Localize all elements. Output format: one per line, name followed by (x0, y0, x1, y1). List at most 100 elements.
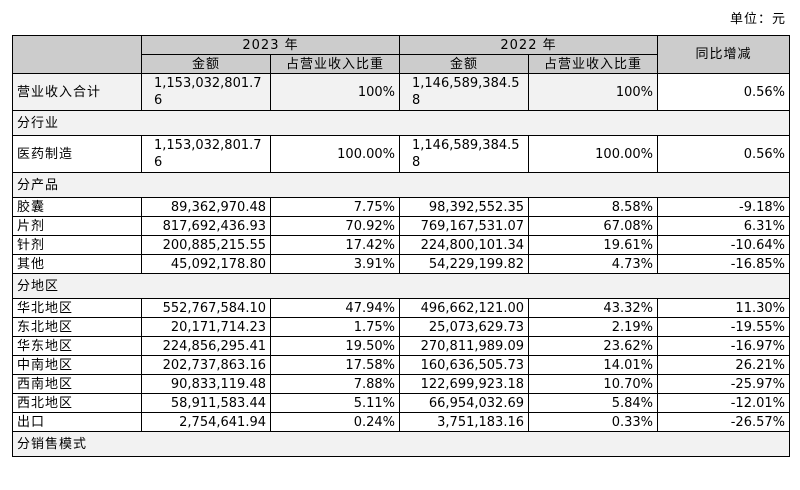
unit-label: 单位：元 (729, 12, 786, 27)
total-yoy: 0.56% (657, 73, 790, 111)
share-2023: 17.58% (270, 355, 400, 375)
total-share-2023: 100% (270, 73, 400, 111)
header-amount-2022: 金额 (399, 54, 529, 74)
revenue-breakdown-table: 2023 年 2022 年 同比增减 金额 占营业收入比重 金额 占营业收入比重… (12, 35, 790, 457)
amount-2023: 45,092,178.80 (141, 254, 271, 274)
amount-2022: 122,699,923.18 (399, 374, 529, 394)
amount-2022: 160,636,505.73 (399, 355, 529, 375)
header-share-2023: 占营业收入比重 (270, 54, 400, 74)
amount-2022: 1,146,589,384.58 (399, 135, 529, 173)
share-2023: 0.24% (270, 412, 400, 432)
amount-2022: 769,167,531.07 (399, 216, 529, 236)
share-2023: 70.92% (270, 216, 400, 236)
header-year-2022: 2022 年 (399, 35, 658, 55)
section-sales-mode-label: 分销售模式 (12, 431, 790, 457)
amount-2023: 20,171,714.23 (141, 317, 271, 337)
amount-2023: 224,856,295.41 (141, 336, 271, 356)
share-2022: 19.61% (528, 235, 658, 255)
amount-2023: 58,911,583.44 (141, 393, 271, 413)
section-industry-label: 分行业 (12, 110, 790, 136)
table-row: 中南地区 202,737,863.16 17.58% 160,636,505.7… (12, 355, 790, 375)
header-year-2023: 2023 年 (141, 35, 400, 55)
row-label: 出口 (12, 412, 142, 432)
table-row: 医药制造 1,153,032,801.76 100.00% 1,146,589,… (12, 135, 790, 173)
amount-2022: 66,954,032.69 (399, 393, 529, 413)
share-2022: 0.33% (528, 412, 658, 432)
share-2022: 2.19% (528, 317, 658, 337)
section-product: 分产品 (12, 172, 790, 198)
header-row-columns: 金额 占营业收入比重 金额 占营业收入比重 (13, 54, 790, 74)
yoy-change: 26.21% (657, 355, 790, 375)
amount-2022: 25,073,629.73 (399, 317, 529, 337)
share-2023: 1.75% (270, 317, 400, 337)
table-row: 片剂 817,692,436.93 70.92% 769,167,531.07 … (12, 216, 790, 236)
row-label: 中南地区 (12, 355, 142, 375)
table-row: 西南地区 90,833,119.48 7.88% 122,699,923.18 … (12, 374, 790, 394)
amount-2022: 270,811,989.09 (399, 336, 529, 356)
share-2023: 7.75% (270, 197, 400, 217)
share-2022: 67.08% (528, 216, 658, 236)
share-2023: 5.11% (270, 393, 400, 413)
amount-2023: 817,692,436.93 (141, 216, 271, 236)
yoy-change: 11.30% (657, 298, 790, 318)
amount-2023: 90,833,119.48 (141, 374, 271, 394)
section-product-label: 分产品 (12, 172, 790, 198)
yoy-change: 6.31% (657, 216, 790, 236)
header-yoy: 同比增减 (657, 35, 790, 74)
share-2023: 19.50% (270, 336, 400, 356)
header-amount-2023: 金额 (141, 54, 271, 74)
total-amount-2023: 1,153,032,801.76 (141, 73, 271, 111)
header-corner-cell (12, 35, 142, 74)
section-region-label: 分地区 (12, 273, 790, 299)
section-region: 分地区 (12, 273, 790, 299)
yoy-change: -26.57% (657, 412, 790, 432)
yoy-change: -25.97% (657, 374, 790, 394)
amount-2022: 3,751,183.16 (399, 412, 529, 432)
total-share-2022: 100% (528, 73, 658, 111)
row-label: 片剂 (12, 216, 142, 236)
table-row: 胶囊 89,362,970.48 7.75% 98,392,552.35 8.5… (12, 197, 790, 217)
row-label: 针剂 (12, 235, 142, 255)
row-label: 东北地区 (12, 317, 142, 337)
table-row: 其他 45,092,178.80 3.91% 54,229,199.82 4.7… (12, 254, 790, 274)
amount-2023: 1,153,032,801.76 (141, 135, 271, 173)
share-2022: 8.58% (528, 197, 658, 217)
table-row: 华东地区 224,856,295.41 19.50% 270,811,989.0… (12, 336, 790, 356)
total-amount-2022: 1,146,589,384.58 (399, 73, 529, 111)
yoy-change: -12.01% (657, 393, 790, 413)
amount-2022: 98,392,552.35 (399, 197, 529, 217)
header-share-2022: 占营业收入比重 (528, 54, 658, 74)
share-2023: 100.00% (270, 135, 400, 173)
row-label: 西南地区 (12, 374, 142, 394)
share-2022: 43.32% (528, 298, 658, 318)
amount-2022: 496,662,121.00 (399, 298, 529, 318)
total-label: 营业收入合计 (12, 73, 142, 111)
yoy-change: -10.64% (657, 235, 790, 255)
row-label: 医药制造 (12, 135, 142, 173)
share-2023: 47.94% (270, 298, 400, 318)
table-row: 出口 2,754,641.94 0.24% 3,751,183.16 0.33%… (12, 412, 790, 432)
header-row-years: 2023 年 2022 年 同比增减 (12, 35, 790, 74)
yoy-change: -16.97% (657, 336, 790, 356)
total-row: 营业收入合计 1,153,032,801.76 100% 1,146,589,3… (12, 73, 790, 111)
row-label: 胶囊 (12, 197, 142, 217)
amount-2022: 54,229,199.82 (399, 254, 529, 274)
amount-2022: 224,800,101.34 (399, 235, 529, 255)
share-2022: 5.84% (528, 393, 658, 413)
share-2023: 7.88% (270, 374, 400, 394)
amount-2023: 2,754,641.94 (141, 412, 271, 432)
table-row: 华北地区 552,767,584.10 47.94% 496,662,121.0… (12, 298, 790, 318)
row-label: 西北地区 (12, 393, 142, 413)
amount-2023: 552,767,584.10 (141, 298, 271, 318)
row-label: 华北地区 (12, 298, 142, 318)
share-2022: 4.73% (528, 254, 658, 274)
share-2023: 17.42% (270, 235, 400, 255)
share-2022: 100.00% (528, 135, 658, 173)
amount-2023: 200,885,215.55 (141, 235, 271, 255)
yoy-change: -19.55% (657, 317, 790, 337)
table-row: 针剂 200,885,215.55 17.42% 224,800,101.34 … (12, 235, 790, 255)
amount-2023: 89,362,970.48 (141, 197, 271, 217)
section-industry: 分行业 (12, 110, 790, 136)
share-2022: 10.70% (528, 374, 658, 394)
amount-2023: 202,737,863.16 (141, 355, 271, 375)
